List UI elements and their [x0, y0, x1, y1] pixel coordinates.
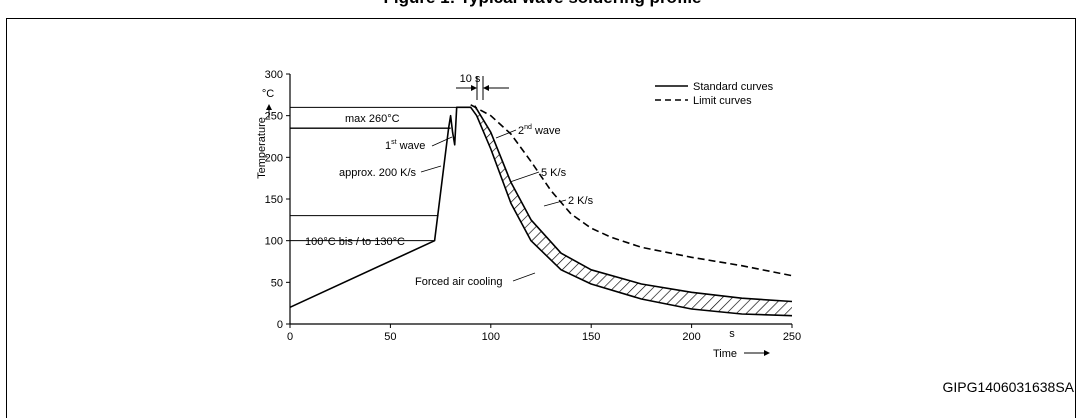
figure-frame	[6, 18, 1076, 418]
y-axis-label: Temperature	[256, 117, 268, 179]
annotation-5ks: 5 K/s	[541, 167, 567, 179]
curve-standard-1	[474, 105, 793, 303]
legend: Standard curves Limit curves	[655, 81, 774, 107]
y-tick-label: 100	[265, 236, 283, 248]
annotation-first-wave: 1st wave	[385, 139, 425, 152]
curve-standard-0	[289, 106, 793, 317]
y-unit-label: °C	[262, 88, 274, 100]
x-tick-label: 100	[482, 331, 500, 343]
figure-id: GIPG1406031638SA	[942, 379, 1074, 395]
annotation-second-wave: 2nd wave	[518, 124, 561, 137]
hatched-band	[474, 105, 792, 316]
annotation-forced-air: Forced air cooling	[415, 276, 502, 288]
2ks-leader	[543, 199, 567, 207]
x-tick-label: 50	[384, 331, 396, 343]
x-axis-label: Time	[713, 348, 737, 360]
first-wave-leader	[431, 136, 453, 147]
annotation-2ks: 2 K/s	[568, 195, 594, 207]
y-tick-label: 50	[271, 277, 283, 289]
x-unit-label: s	[729, 328, 735, 340]
y-tick-label: 0	[277, 319, 283, 331]
legend-label-standard: Standard curves	[693, 81, 774, 93]
second-wave-leader	[495, 129, 517, 139]
y-axis-arrow	[266, 104, 272, 118]
x-tick-label: 250	[783, 331, 801, 343]
annotation-max-260: max 260°C	[345, 113, 400, 125]
y-tick-label: 150	[265, 194, 283, 206]
200ks-leader	[420, 165, 442, 173]
forced-air-leader	[512, 272, 536, 282]
annotation-10s: 10 s	[460, 73, 481, 85]
y-tick-label: 200	[265, 152, 283, 164]
5ks-leader	[509, 171, 540, 183]
x-tick-label: 200	[682, 331, 700, 343]
x-axis-arrow	[744, 350, 770, 356]
annotation-100-130: 100°C bis / to 130°C	[305, 236, 405, 248]
x-tick-label: 150	[582, 331, 600, 343]
x-tick-label: 0	[287, 331, 293, 343]
legend-label-limit: Limit curves	[693, 95, 752, 107]
curve-limit-2	[470, 104, 793, 277]
page-title: Figure 1: Typical wave soldering profile	[0, 0, 1085, 8]
y-tick-label: 300	[265, 69, 283, 81]
annotation-200ks: approx. 200 K/s	[339, 167, 417, 179]
ten-seconds-marker	[456, 76, 509, 100]
